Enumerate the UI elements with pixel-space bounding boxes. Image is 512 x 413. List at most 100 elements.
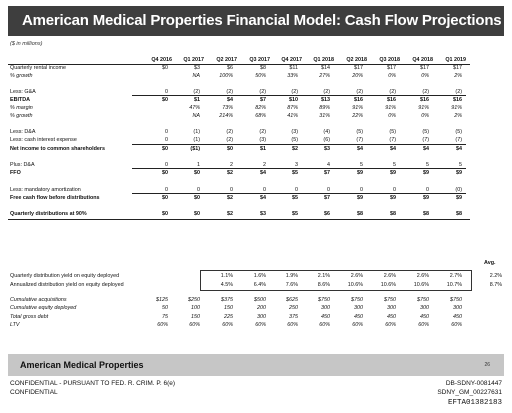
column-header: Q2 2017 — [216, 57, 237, 63]
table-cell: $4 — [227, 97, 233, 103]
table-cell: 75 — [162, 314, 168, 320]
table-cell: 20% — [352, 73, 363, 79]
table-row: Net income to common shareholders $0 ($1) $… — [0, 145, 512, 153]
table-cell: 5 — [426, 162, 429, 168]
table-cell: 50% — [255, 73, 266, 79]
table-cell: 33% — [287, 73, 298, 79]
table-cell: 0 — [426, 187, 429, 193]
subtotal-divider — [132, 144, 466, 145]
table-cell: $9 — [456, 170, 462, 176]
table-cell: (7) — [422, 137, 429, 143]
bates-number-3: EFTA01382183 — [447, 399, 502, 407]
table-cell: $0 — [162, 65, 168, 71]
table-cell: $0 — [227, 146, 233, 152]
table-cell: 300 — [257, 314, 266, 320]
table-cell: (2) — [323, 89, 330, 95]
average-cell: 8.7% — [489, 282, 502, 288]
table-cell: (1) — [193, 137, 200, 143]
table-cell: $625 — [286, 297, 298, 303]
table-cell: 0 — [327, 187, 330, 193]
table-cell: 10.6% — [347, 282, 363, 288]
table-cell: (2) — [455, 89, 462, 95]
table-cell: 200 — [257, 305, 266, 311]
table-cell: 0 — [230, 187, 233, 193]
table-cell: 1 — [197, 162, 200, 168]
table-cell: 2.6% — [383, 273, 396, 279]
table-cell: 6.4% — [253, 282, 266, 288]
table-cell: $11 — [289, 65, 298, 71]
table-row: EBITDA $0 $1 $4 $7 $10 $13 $16 $16 $16 $16 — [0, 96, 512, 104]
table-cell: 214% — [219, 113, 233, 119]
table-row: Annualized distribution yield on equity … — [0, 281, 512, 289]
table-cell: $7 — [324, 170, 330, 176]
table-cell: 5 — [360, 162, 363, 168]
table-cell: (4) — [323, 129, 330, 135]
table-cell: (5) — [291, 137, 298, 143]
table-cell: $375 — [221, 297, 233, 303]
table-cell: 150 — [191, 314, 200, 320]
table-cell: 450 — [387, 314, 396, 320]
table-cell: (3) — [259, 137, 266, 143]
table-cell: $5 — [292, 211, 298, 217]
table-cell: 27% — [319, 73, 330, 79]
table-cell: 0 — [165, 89, 168, 95]
table-cell: $750 — [351, 297, 363, 303]
table-cell: $2 — [292, 146, 298, 152]
row-label: Annualized distribution yield on equity … — [10, 282, 124, 288]
table-cell: $8 — [260, 65, 266, 71]
column-header-row: Q4 2016 Q1 2017 Q2 2017 Q3 2017 Q4 2017 Q1 20… — [0, 56, 512, 64]
table-cell: 0% — [388, 113, 396, 119]
average-header: Avg. — [484, 260, 496, 266]
table-cell: 2.6% — [350, 273, 363, 279]
table-cell: 2.6% — [416, 273, 429, 279]
row-label: EBITDA — [10, 97, 31, 103]
table-cell: 60% — [451, 322, 462, 328]
table-cell: 60% — [189, 322, 200, 328]
section-divider — [8, 219, 470, 220]
table-cell: 4.5% — [220, 282, 233, 288]
table-row: Less: D&A 0 (1) (2) (2) (3) (4) (5) (5) (5) (5) — [0, 128, 512, 136]
subtotal-divider — [132, 168, 466, 169]
table-row: Total gross debt 75 150 225 300 375 450 450 450 4… — [0, 313, 512, 321]
row-label: FFO — [10, 170, 21, 176]
table-cell: $17 — [387, 65, 396, 71]
table-cell: $7 — [324, 195, 330, 201]
table-row: Cumulative equity deployed 50 100 150 200 250… — [0, 304, 512, 312]
table-cell: 60% — [385, 322, 396, 328]
table-cell: 60% — [352, 322, 363, 328]
table-cell: 47% — [189, 105, 200, 111]
table-cell: 0 — [165, 129, 168, 135]
table-cell: $14 — [321, 65, 330, 71]
table-cell: (2) — [193, 89, 200, 95]
table-cell: $3 — [194, 65, 200, 71]
table-cell: $2 — [227, 170, 233, 176]
column-header: Q1 2017 — [183, 57, 204, 63]
table-cell: (2) — [422, 89, 429, 95]
table-row: FFO $0 $0 $2 $4 $5 $7 $9 $9 $9 $9 — [0, 169, 512, 177]
table-cell: 0% — [388, 73, 396, 79]
table-row: Less: mandatory amortization 0 0 0 0 0 0 0 0 0 (0) — [0, 186, 512, 194]
table-cell: $0 — [162, 170, 168, 176]
table-cell: 300 — [387, 305, 396, 311]
table-cell: 60% — [287, 322, 298, 328]
subtotal-divider — [132, 193, 466, 194]
table-cell: 60% — [222, 322, 233, 328]
footer-company: American Medical Properties — [20, 360, 144, 370]
table-row: Less: cash interest expense 0 (1) (2) (3) (5)… — [0, 136, 512, 144]
table-cell: $3 — [324, 146, 330, 152]
table-cell: $9 — [390, 195, 396, 201]
row-label: Free cash flow before distributions — [10, 195, 100, 201]
table-cell: 0 — [165, 137, 168, 143]
table-cell: $750 — [450, 297, 462, 303]
title-bar: American Medical Properties Financial Mo… — [8, 6, 504, 36]
row-label: Cumulative acquisitions — [10, 297, 67, 303]
table-cell: (1) — [193, 129, 200, 135]
table-cell: $8 — [357, 211, 363, 217]
table-cell: $9 — [390, 170, 396, 176]
table-cell: $16 — [453, 97, 462, 103]
table-cell: $6 — [227, 65, 233, 71]
table-cell: 225 — [224, 314, 233, 320]
table-cell: $10 — [289, 97, 298, 103]
column-header: Q2 2018 — [346, 57, 367, 63]
table-cell: 0 — [165, 162, 168, 168]
